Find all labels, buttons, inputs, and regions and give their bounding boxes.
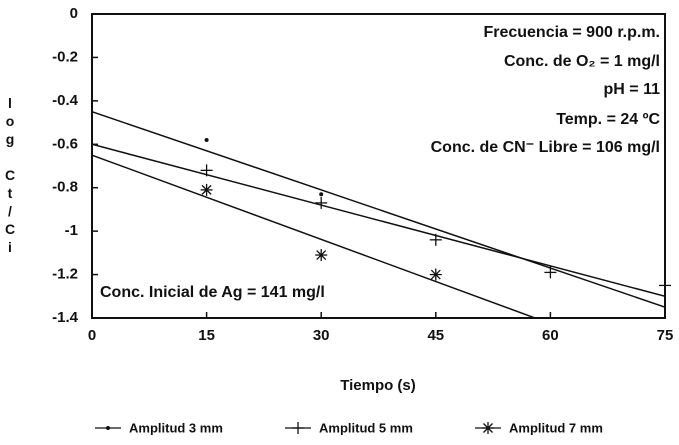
x-tick-label: 45 — [427, 327, 444, 344]
marker-star — [200, 183, 213, 196]
x-tick-label: 0 — [88, 327, 96, 344]
marker-plus — [200, 164, 213, 177]
y-axis-label: log Ct/Ci — [2, 95, 18, 257]
y-tick-label: -0.8 — [52, 179, 78, 196]
legend-label: Amplitud 3 mm — [129, 420, 223, 435]
y-tick-label: -1.2 — [52, 266, 78, 283]
y-tick-label: -1.4 — [52, 309, 79, 326]
marker-star — [429, 268, 442, 281]
marker-dot — [319, 192, 324, 197]
marker-plus — [429, 233, 442, 246]
fit-line — [92, 154, 538, 318]
marker-plus — [315, 196, 328, 209]
marker-plus — [292, 422, 304, 434]
marker-star — [482, 422, 494, 434]
annotation: Temp. = 24 ºC — [556, 111, 660, 128]
marker-plus — [544, 266, 557, 279]
plot-frame — [91, 13, 666, 319]
legend-label: Amplitud 5 mm — [319, 420, 413, 435]
x-tick-label: 75 — [657, 327, 674, 344]
y-tick-label: -1 — [65, 222, 78, 239]
annotation: Frecuencia = 900 r.p.m. — [483, 24, 660, 41]
marker-plus — [659, 279, 671, 292]
y-tick-label: -0.2 — [52, 48, 78, 65]
annotation: Conc. Inicial de Ag = 141 mg/l — [100, 284, 325, 301]
annotation: Conc. de O₂ = 1 mg/l — [504, 53, 660, 70]
marker-dot — [106, 426, 110, 430]
marker-star — [315, 249, 328, 262]
annotation: Conc. de CN⁻ Libre = 106 mg/l — [431, 139, 660, 156]
x-tick-label: 15 — [198, 327, 215, 344]
x-tick-label: 60 — [542, 327, 559, 344]
annotation: pH = 11 — [604, 81, 661, 98]
y-tick-label: -0.4 — [52, 92, 79, 109]
y-tick-label: 0 — [70, 5, 78, 22]
fit-line — [92, 111, 665, 308]
fit-line — [92, 143, 665, 298]
legend-label: Amplitud 7 mm — [509, 420, 603, 435]
y-tick-label: -0.6 — [52, 135, 78, 152]
marker-dot — [204, 137, 209, 142]
x-axis-label: Tiempo (s) — [340, 377, 416, 394]
x-tick-label: 30 — [313, 327, 330, 344]
